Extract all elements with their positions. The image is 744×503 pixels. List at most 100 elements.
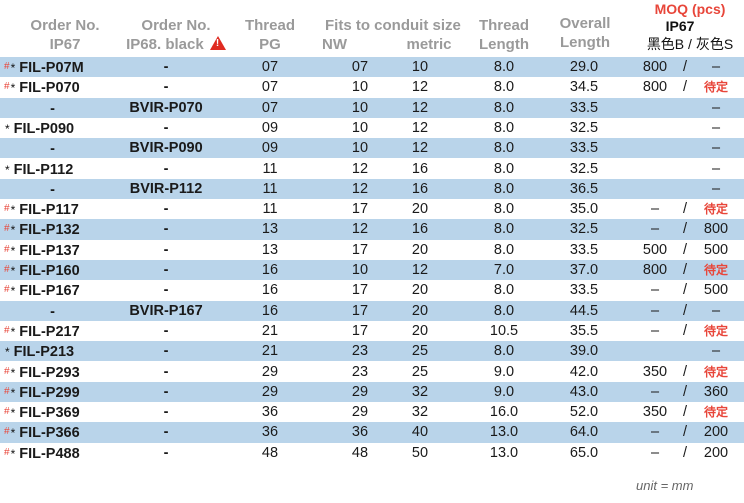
- cell-metric: 20: [411, 201, 429, 218]
- cell-order-ip67: #* FIL-P070: [0, 77, 104, 98]
- cell-order-ip67: #* FIL-P137: [0, 240, 104, 261]
- cell-metric: 12: [411, 119, 429, 136]
- header-moq: MOQ (pcs): [654, 1, 726, 17]
- cell-nw: 29: [351, 383, 369, 400]
- mark-star: *: [10, 426, 16, 441]
- cell-thread-length: 8.0: [493, 99, 515, 116]
- cell-overall-length: 33.5: [569, 241, 599, 258]
- cell-overall-length: 43.0: [569, 383, 599, 400]
- cell-thread-length: 8.0: [493, 282, 515, 299]
- cell-order-ip68: BVIR-P090: [129, 140, 203, 157]
- cell-nw: 12: [351, 160, 369, 177]
- cell-metric: 20: [411, 241, 429, 258]
- cell-nw: 36: [351, 424, 369, 441]
- cell-moq-black: 800: [642, 79, 668, 96]
- cell-thread-length: 8.0: [493, 119, 515, 136]
- cell-moq-grey: 待定: [703, 80, 728, 95]
- cell-metric: 12: [411, 140, 429, 157]
- cell-metric: 16: [411, 180, 429, 197]
- order-no-ip67: FIL-P132: [19, 222, 80, 239]
- order-no-ip67: FIL-P160: [19, 263, 80, 279]
- mark-star: *: [5, 345, 10, 360]
- cell-moq-grey: –: [711, 180, 721, 197]
- table-row: #* FIL-P160 - 16 10 12 7.0 37.0 800 / 待定: [0, 260, 744, 281]
- cell-moq-black: 350: [642, 404, 668, 421]
- header-order-ip67-line1: Order No.: [30, 17, 100, 34]
- cell-overall-length: 42.0: [569, 363, 599, 380]
- header-thread-pg-line1: Thread: [244, 17, 295, 34]
- mark-star: *: [10, 223, 16, 238]
- cell-thread-pg: 48: [261, 444, 279, 461]
- cell-nw: 10: [351, 99, 369, 116]
- cell-moq-separator: /: [682, 262, 688, 278]
- cell-moq-separator: /: [682, 424, 688, 441]
- cell-thread-pg: 16: [261, 262, 279, 278]
- cell-thread-pg: 29: [261, 383, 279, 400]
- cell-order-ip68: -: [163, 79, 169, 96]
- cell-overall-length: 33.5: [569, 282, 599, 299]
- order-no-ip67: FIL-P070: [19, 80, 80, 97]
- order-no-ip67: FIL-P137: [19, 242, 80, 259]
- cell-moq-black: –: [650, 444, 660, 461]
- mark-hash: #: [4, 284, 10, 296]
- order-no-ip67: FIL-P293: [19, 364, 80, 381]
- cell-metric: 20: [411, 302, 429, 319]
- cell-moq-grey: 200: [703, 424, 729, 441]
- header-order-ip68-line2: IP68. black: [120, 35, 232, 54]
- cell-thread-length: 10.5: [489, 322, 519, 339]
- cell-overall-length: 35.0: [569, 201, 599, 218]
- warning-triangle-icon: [209, 36, 226, 50]
- cell-order-ip67: #* FIL-P293: [0, 362, 104, 383]
- cell-order-ip68: -: [163, 424, 169, 441]
- mark-star: *: [10, 81, 16, 96]
- cell-nw: 10: [351, 262, 369, 278]
- cell-thread-pg: 13: [261, 221, 279, 238]
- order-no-ip67: -: [50, 181, 55, 198]
- cell-metric: 25: [411, 343, 429, 360]
- cell-moq-black: –: [650, 424, 660, 441]
- header-order-ip68: Order No. IP68. black: [120, 16, 232, 54]
- cell-moq-separator: /: [682, 383, 688, 400]
- table-row: * FIL-P090 - 09 10 12 8.0 32.5 –: [0, 117, 744, 139]
- cell-order-ip68: -: [163, 282, 169, 299]
- mark-hash: #: [4, 365, 10, 377]
- order-no-ip67: FIL-P112: [13, 161, 74, 178]
- cell-order-ip67: #* FIL-P488: [0, 443, 104, 464]
- cell-metric: 16: [411, 160, 429, 177]
- cell-order-ip67: -: [0, 179, 100, 200]
- header-nw: NW: [322, 36, 347, 53]
- cell-order-ip68: -: [163, 160, 169, 177]
- cell-overall-length: 35.5: [569, 322, 599, 339]
- cell-order-ip68: -: [163, 119, 169, 136]
- mark-hash: #: [4, 203, 10, 215]
- cell-order-ip67: #* FIL-P160: [0, 260, 104, 281]
- cell-order-ip68: -: [163, 241, 169, 258]
- header-thread-length-line1: Thread: [478, 17, 529, 34]
- cell-thread-length: 8.0: [493, 140, 515, 157]
- table-row: #* FIL-P132 - 13 12 16 8.0 32.5 – / 800: [0, 219, 744, 240]
- cell-moq-grey: –: [711, 140, 721, 157]
- mark-star: *: [5, 162, 10, 177]
- cell-moq-grey: 待定: [703, 202, 728, 217]
- cell-nw: 17: [351, 302, 369, 319]
- cell-thread-pg: 09: [261, 140, 279, 157]
- cell-moq-black: –: [650, 201, 660, 218]
- cell-order-ip68: -: [163, 444, 169, 461]
- table-row: - BVIR-P090 09 10 12 8.0 33.5 –: [0, 138, 744, 159]
- mark-hash: #: [4, 264, 10, 275]
- cell-order-ip68: -: [163, 201, 169, 218]
- cell-moq-black: –: [650, 383, 660, 400]
- cell-order-ip68: -: [163, 322, 169, 339]
- cell-moq-grey: 800: [703, 221, 729, 238]
- cell-thread-pg: 07: [261, 99, 279, 116]
- cell-thread-length: 13.0: [489, 444, 519, 461]
- cell-moq-grey: –: [711, 99, 721, 116]
- cell-order-ip68: -: [163, 262, 169, 278]
- mark-hash: #: [4, 243, 10, 255]
- cell-moq-grey: 500: [703, 282, 729, 299]
- cell-thread-length: 8.0: [493, 160, 515, 177]
- cell-thread-length: 8.0: [493, 221, 515, 238]
- cell-nw: 17: [351, 322, 369, 339]
- order-no-ip67: FIL-P167: [19, 283, 80, 300]
- cell-moq-grey: –: [711, 302, 721, 319]
